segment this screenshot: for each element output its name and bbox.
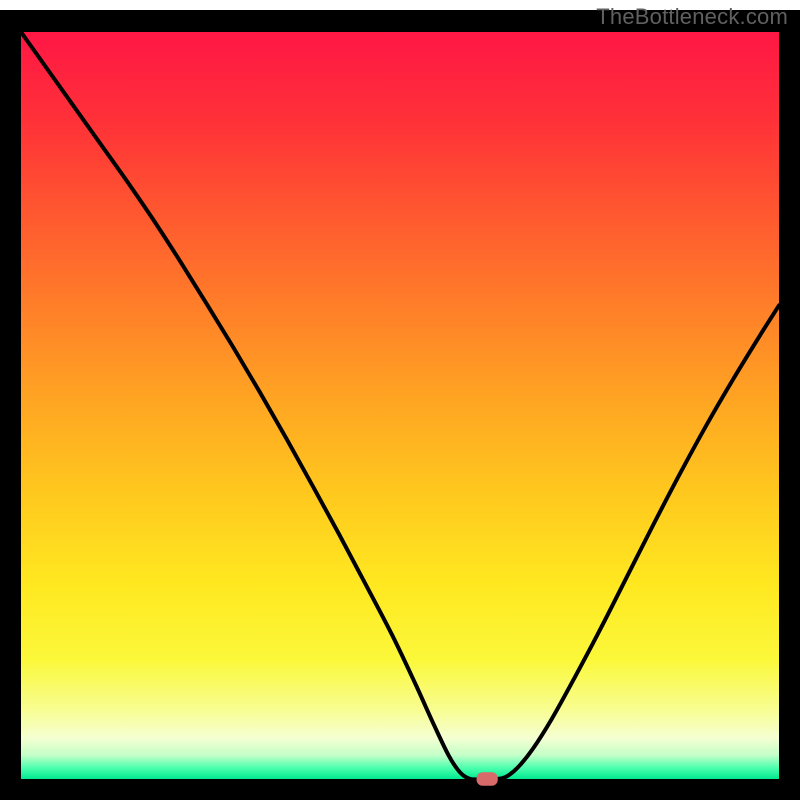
chart-background: [21, 32, 779, 779]
optimal-marker: [477, 772, 498, 785]
chart-container: TheBottleneck.com: [0, 0, 800, 800]
watermark-text: TheBottleneck.com: [596, 4, 788, 30]
bottleneck-chart: [0, 0, 800, 800]
